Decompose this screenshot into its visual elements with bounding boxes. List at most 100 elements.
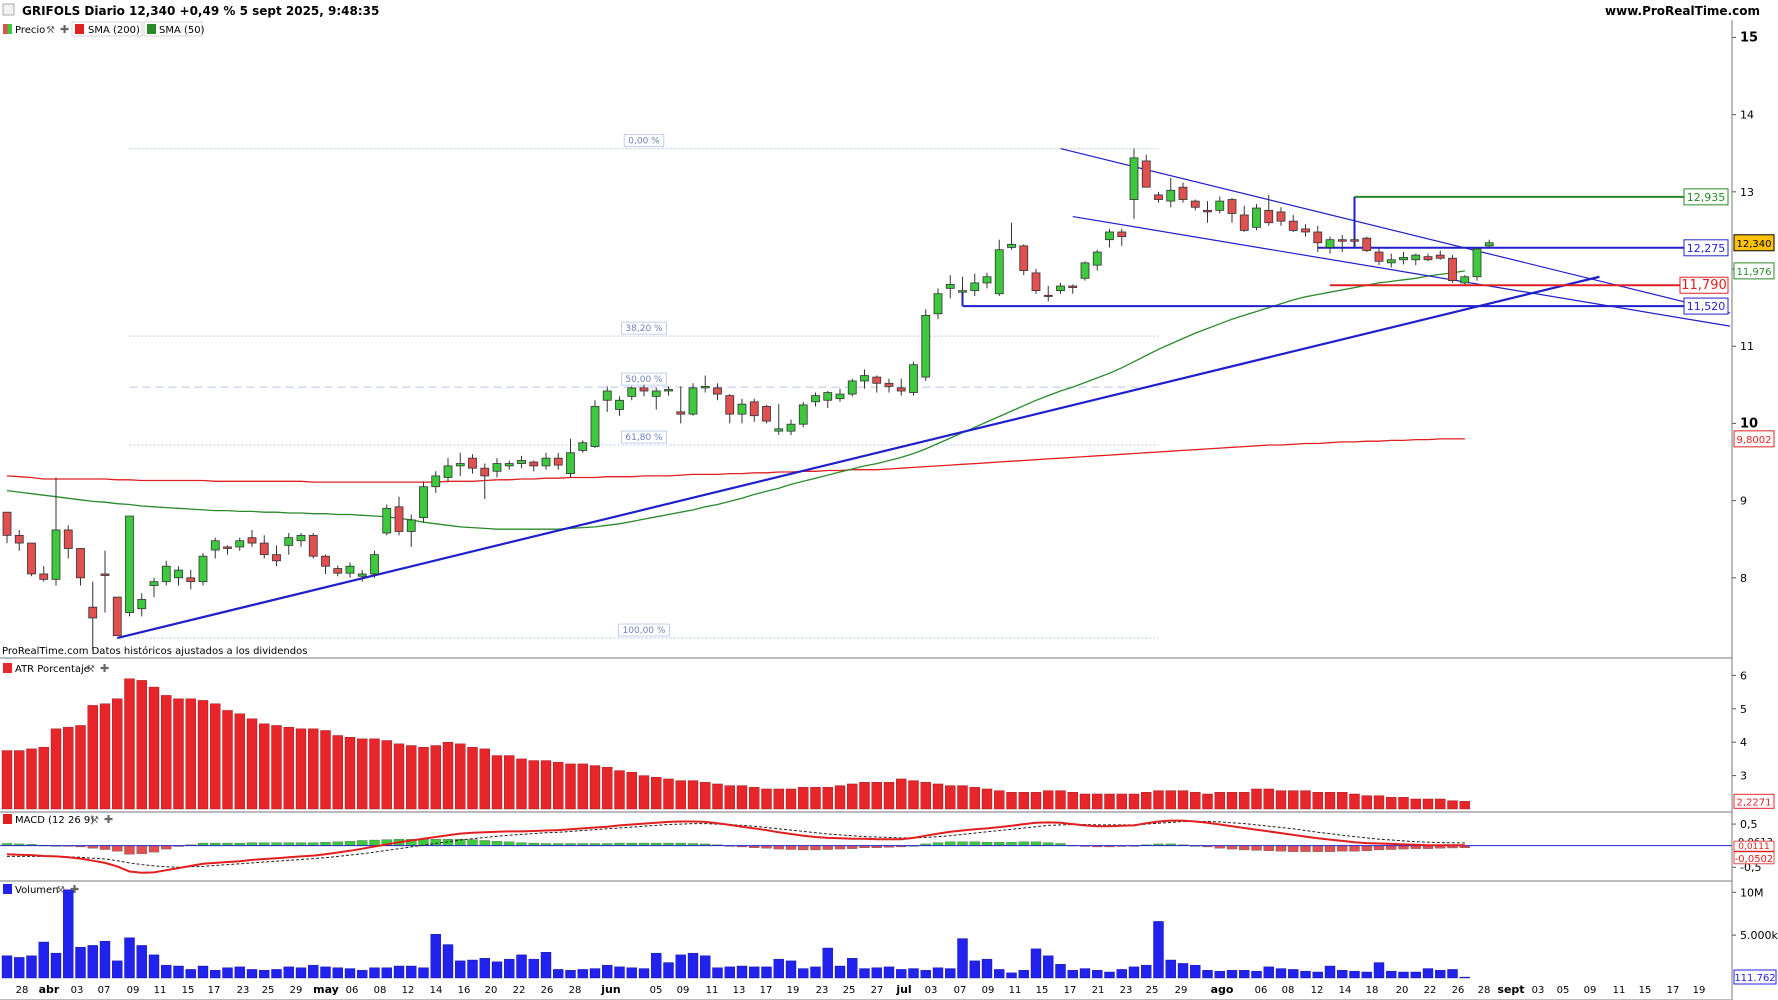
candle-body <box>884 382 894 387</box>
volume-bar <box>1251 970 1262 979</box>
add-icon[interactable]: ✚ <box>60 23 69 36</box>
atr-bar <box>173 698 184 810</box>
volume-bar <box>455 960 466 979</box>
macd-histogram-bar <box>148 845 160 853</box>
atr-bar <box>798 787 809 810</box>
volume-bar <box>479 958 490 979</box>
volume-bar <box>896 969 907 979</box>
volume-bar <box>222 967 233 979</box>
atr-bar <box>393 743 405 810</box>
atr-bar <box>516 758 527 810</box>
x-tick-label: sept <box>1497 983 1524 996</box>
candle <box>529 460 539 472</box>
candle <box>1203 201 1212 223</box>
price-tick-label: 11 <box>1740 340 1754 353</box>
candle <box>1288 214 1298 232</box>
candle <box>1448 255 1457 283</box>
candle-body <box>2 511 12 536</box>
wrench-icon[interactable]: ⚒ <box>56 885 65 896</box>
candle <box>480 463 490 500</box>
x-tick-label: 26 <box>1452 985 1465 996</box>
sma200-line <box>6 438 1465 483</box>
volume-bar <box>381 967 392 979</box>
candle <box>100 550 110 613</box>
atr-bar <box>1177 790 1189 810</box>
atr-bar <box>381 740 392 810</box>
wrench-icon[interactable]: ⚒ <box>86 664 95 675</box>
volume-bar <box>994 969 1005 979</box>
candle <box>455 452 465 476</box>
add-icon[interactable]: ✚ <box>104 813 113 826</box>
volume-bar <box>1312 971 1323 979</box>
x-tick-label: 14 <box>1339 985 1352 996</box>
atr-bar <box>1190 792 1201 810</box>
volume-bar <box>320 966 331 979</box>
volume-bar <box>528 958 539 979</box>
candle-body <box>639 387 649 392</box>
atr-bar <box>14 750 25 810</box>
macd-histogram-bar <box>467 839 478 846</box>
volume-bar <box>651 952 662 979</box>
candle <box>1105 228 1114 248</box>
candle-body <box>982 276 992 284</box>
candle <box>1362 236 1372 253</box>
candle <box>1276 207 1286 226</box>
atr-bar <box>663 778 674 810</box>
volume-bar <box>908 968 919 979</box>
x-tick-label: 28 <box>16 985 29 996</box>
atr-bar <box>908 780 919 810</box>
macd-histogram-bar <box>442 839 454 846</box>
atr-bar <box>210 703 221 810</box>
candle <box>1227 198 1237 223</box>
candle-body <box>762 406 771 422</box>
volume-bar <box>1214 970 1225 979</box>
candle-body <box>1423 256 1433 261</box>
volume-bar <box>871 967 882 979</box>
price-label-box <box>1679 276 1729 294</box>
atr-bar <box>1067 792 1078 810</box>
price-label: 12,935 <box>1687 191 1726 204</box>
atr-bar <box>1128 793 1140 810</box>
macd-histogram-bar <box>785 845 797 850</box>
atr-bar <box>369 738 380 810</box>
x-tick-label: 11 <box>1613 985 1626 996</box>
atr-bar <box>687 780 699 810</box>
channel-lower-line <box>1072 215 1731 327</box>
volume-bar <box>246 969 258 979</box>
volume-bar <box>467 959 478 979</box>
candle-body <box>1411 254 1421 261</box>
candle <box>296 533 306 547</box>
macd-tick-label: 0,5 <box>1740 818 1758 831</box>
x-tick-label: 23 <box>1120 985 1133 996</box>
add-icon[interactable]: ✚ <box>70 883 79 896</box>
atr-bar <box>1043 790 1054 810</box>
add-icon[interactable]: ✚ <box>100 662 109 675</box>
wrench-icon[interactable]: ⚒ <box>90 815 99 826</box>
atr-value-label: 2,2271 <box>1737 797 1772 808</box>
candle-body <box>798 404 808 425</box>
candle <box>774 404 784 435</box>
atr-bar <box>479 748 490 810</box>
candle <box>688 383 698 416</box>
price-label: 9,8002 <box>1737 435 1772 446</box>
sma200-swatch <box>75 24 84 34</box>
atr-title: ATR Porcentaje <box>15 664 90 675</box>
x-tick-label: 17 <box>1064 985 1077 996</box>
candle-body <box>1031 272 1041 292</box>
wrench-icon[interactable]: ⚒ <box>46 25 55 36</box>
candle-body <box>1301 228 1310 233</box>
candle <box>566 438 575 478</box>
candle <box>860 369 869 389</box>
atr-bar <box>1459 801 1470 810</box>
candle <box>198 553 208 586</box>
candle-body <box>455 463 465 467</box>
candle-body <box>945 284 955 289</box>
candle <box>786 419 796 435</box>
volume-bar <box>112 960 123 979</box>
x-tick-label: 08 <box>374 985 387 996</box>
price-tick-label: 13 <box>1740 186 1754 199</box>
fib-label-box <box>623 134 665 148</box>
atr-bar <box>467 746 478 810</box>
x-tick-label: 20 <box>485 985 498 996</box>
